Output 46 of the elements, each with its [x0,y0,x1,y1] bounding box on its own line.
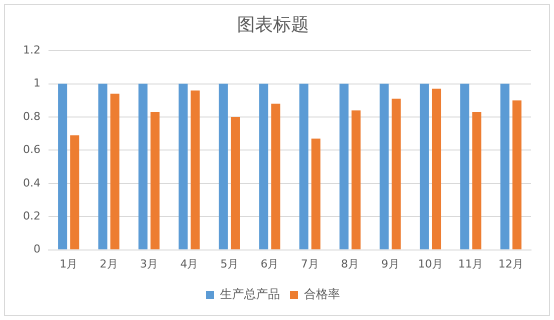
bar [432,88,442,250]
chart-title: 图表标题 [237,14,309,36]
bar [472,112,482,250]
y-tick-label: 0.6 [22,143,40,156]
bar [70,135,80,250]
bar [150,112,160,250]
y-tick-label: 0.4 [22,176,40,190]
x-tick-label: 2月 [100,257,118,270]
bar [460,84,470,250]
bar [110,94,120,250]
bar [500,84,510,250]
bar [380,84,389,250]
y-tick-label: 0 [33,242,40,256]
legend-label: 生产总产品 [220,287,280,302]
x-tick-label: 10月 [418,257,443,270]
bar [218,84,228,250]
x-tick-label: 3月 [140,257,158,270]
bar [178,84,188,250]
bar [352,110,361,250]
y-tick-label: 1.2 [22,43,40,56]
bar [271,104,280,250]
bar [392,98,401,250]
bar [340,84,349,250]
x-tick-label: 12月 [498,257,524,270]
bar [138,84,148,250]
bar [259,84,268,250]
x-tick-label: 9月 [381,257,400,270]
y-tick-label: 0.8 [22,110,40,123]
bar [311,138,320,250]
x-tick-label: 6月 [260,257,279,270]
y-tick-label: 0.2 [22,209,40,222]
bar [58,84,68,250]
bar [190,90,200,250]
bar [512,100,522,250]
x-tick-label: 5月 [220,257,238,270]
y-tick-label: 1 [33,76,40,90]
legend-label: 合格率 [304,287,340,302]
bar [230,117,240,250]
bar [420,84,429,250]
x-tick-label: 1月 [60,257,78,270]
x-tick-label: 11月 [458,257,484,270]
x-tick-label: 8月 [341,257,360,270]
x-tick-label: 7月 [300,257,319,270]
x-tick-label: 4月 [180,257,198,270]
bar [98,84,108,250]
bar [299,84,308,250]
